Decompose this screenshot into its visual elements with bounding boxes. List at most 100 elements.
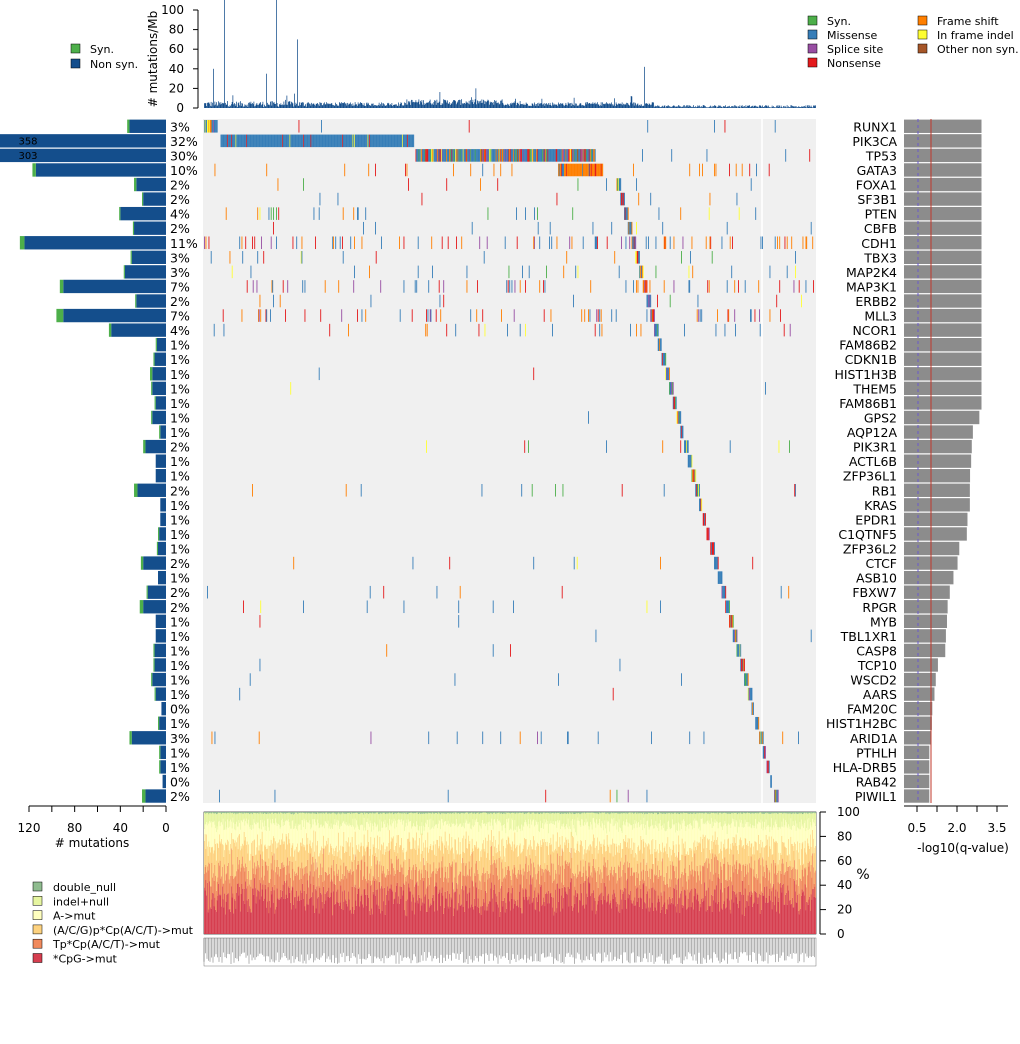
spectrum-segment xyxy=(501,825,502,840)
gene-label: MLL3 xyxy=(864,309,897,324)
spectrum-segment xyxy=(522,889,524,934)
spectrum-segment xyxy=(396,813,398,824)
mutation-cell xyxy=(482,731,484,745)
spectrum-segment xyxy=(412,837,414,868)
spectrum-segment xyxy=(505,814,507,834)
syn-count-bar xyxy=(127,119,130,133)
spectrum-segment xyxy=(240,812,242,814)
spectrum-segment xyxy=(271,869,273,895)
mutation-cell xyxy=(573,556,575,570)
mutation-cell xyxy=(569,236,571,250)
spectrum-segment xyxy=(209,812,211,814)
spectrum-segment xyxy=(396,812,397,814)
mutation-rate-bar xyxy=(603,103,604,108)
spectrum-segment xyxy=(459,812,461,814)
spectrum-segment xyxy=(441,812,442,814)
percent-label: 1% xyxy=(170,454,190,469)
mutation-rate-bar xyxy=(676,106,678,108)
mutation-rate-bar xyxy=(627,103,629,108)
mutation-cell xyxy=(706,149,708,162)
mutation-cell xyxy=(354,236,355,250)
spectrum-segment xyxy=(270,878,271,908)
spectrum-segment xyxy=(412,812,414,814)
mutation-cell xyxy=(539,149,541,162)
mutation-cell xyxy=(738,644,740,657)
mutation-cell xyxy=(455,149,457,162)
mutation-cell xyxy=(700,498,702,512)
spectrum-segment xyxy=(255,866,257,904)
mutation-cell xyxy=(365,309,367,322)
spectrum-segment xyxy=(260,838,262,855)
mutation-cell xyxy=(354,265,355,279)
spectrum-segment xyxy=(216,890,217,912)
spectrum-segment xyxy=(383,812,385,813)
spectrum-segment xyxy=(454,877,456,892)
spectrum-segment xyxy=(232,893,234,934)
mutation-cell xyxy=(617,178,619,191)
percent-label: 10% xyxy=(170,163,198,178)
mutation-cell xyxy=(512,149,514,162)
spectrum-segment xyxy=(294,812,296,813)
mutation-cell xyxy=(350,236,352,250)
spectrum-segment xyxy=(376,904,378,934)
spectrum-segment xyxy=(436,824,438,840)
spectrum-segment xyxy=(211,812,213,814)
spectrum-segment xyxy=(512,869,514,888)
mutation-rate-bar xyxy=(330,103,332,108)
legend-swatch xyxy=(917,43,928,54)
spectrum-segment xyxy=(452,824,454,848)
mutation-cell xyxy=(422,149,424,162)
spectrum-segment xyxy=(495,812,496,814)
qvalue-bar xyxy=(904,177,982,192)
mutation-cell xyxy=(667,367,669,381)
mutation-cell xyxy=(207,120,209,133)
spectrum-segment xyxy=(478,907,480,934)
mutation-cell xyxy=(332,236,334,250)
spectrum-segment xyxy=(219,812,221,827)
mutation-cell xyxy=(639,251,640,264)
mutation-cell xyxy=(237,134,238,148)
mutation-rate-bar xyxy=(613,104,615,108)
gene-label: GPS2 xyxy=(864,410,897,425)
spectrum-segment xyxy=(421,833,423,870)
spectrum-segment xyxy=(519,828,521,844)
mutation-cell xyxy=(382,134,384,148)
mutation-cell xyxy=(696,484,697,497)
spectrum-segment xyxy=(286,819,288,837)
spectrum-segment xyxy=(438,819,440,847)
mutation-cell xyxy=(430,309,432,322)
gene-label: TCP10 xyxy=(857,658,897,673)
mutation-rate-bar xyxy=(804,105,805,108)
spectrum-segment xyxy=(513,812,515,830)
spectrum-segment xyxy=(244,825,246,841)
mutation-rate-bar xyxy=(459,100,461,108)
gene-label: HIST1H3B xyxy=(834,367,897,382)
spectrum-segment xyxy=(420,910,421,934)
spectrum-segment xyxy=(519,891,520,934)
mutation-rate-bar xyxy=(677,106,678,108)
spectrum-segment xyxy=(217,895,219,934)
spectrum-segment xyxy=(459,813,460,825)
spectrum-segment xyxy=(408,822,410,833)
mutation-cell xyxy=(514,149,516,162)
spectrum-segment xyxy=(330,812,332,814)
mutation-cell xyxy=(642,265,643,279)
mutation-cell xyxy=(624,207,626,220)
spectrum-segment xyxy=(316,886,318,934)
spectrum-segment xyxy=(289,892,291,934)
spectrum-segment xyxy=(300,812,301,813)
mutation-rate-bar xyxy=(327,104,329,108)
spectrum-segment xyxy=(494,819,496,847)
mutation-cell xyxy=(435,149,436,162)
gene-label: CDKN1B xyxy=(845,352,897,367)
mutation-rate-bar xyxy=(548,103,549,108)
mutation-rate-bar xyxy=(745,105,747,108)
nonsyn-count-bar xyxy=(134,221,166,235)
mutation-cell xyxy=(544,149,546,162)
mutation-rate-bar xyxy=(204,103,206,108)
mutation-rate-bar xyxy=(741,105,742,108)
mutation-rate-bar xyxy=(732,105,734,108)
spectrum-segment xyxy=(465,838,466,866)
spectrum-segment xyxy=(282,812,284,814)
mutation-cell xyxy=(462,149,463,162)
